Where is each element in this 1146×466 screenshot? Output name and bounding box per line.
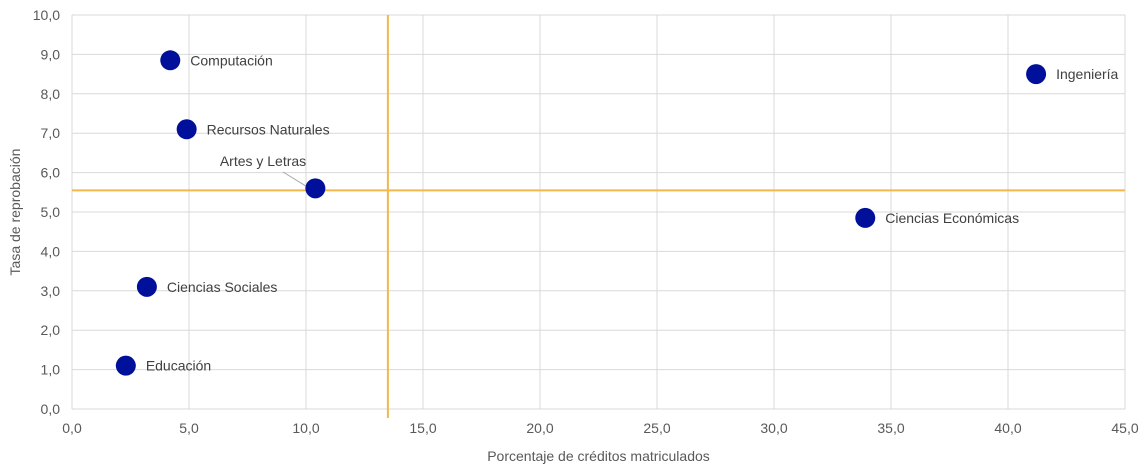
y-tick-label: 2,0 bbox=[41, 322, 61, 338]
data-point-label: Ciencias Sociales bbox=[167, 279, 278, 295]
data-point-marker bbox=[136, 276, 157, 297]
x-tick-label: 0,0 bbox=[62, 420, 82, 436]
x-axis-ticks: 0,0 5,0 10,0 15,0 20,0 25,0 30,0 35,0 40,0 45,0 bbox=[62, 420, 1139, 436]
data-point-group: Recursos Naturales bbox=[176, 119, 330, 140]
y-tick-label: 9,0 bbox=[41, 46, 61, 62]
data-points: Computación Ingeniería Recursos Naturales A… bbox=[115, 50, 1119, 376]
y-tick-label: 0,0 bbox=[41, 401, 61, 417]
data-point-group: Ciencias Sociales bbox=[136, 276, 278, 297]
y-tick-label: 8,0 bbox=[41, 86, 61, 102]
data-point-label: Ingeniería bbox=[1056, 66, 1118, 82]
y-axis-ticks: 0,0 1,0 2,0 3,0 4,0 5,0 6,0 7,0 8,0 9,0 10,0 bbox=[33, 7, 60, 417]
data-point-marker bbox=[305, 178, 326, 199]
data-point-label: Computación bbox=[190, 52, 273, 68]
x-tick-label: 35,0 bbox=[877, 420, 904, 436]
data-point-group: Computación bbox=[160, 50, 273, 71]
x-tick-label: 25,0 bbox=[643, 420, 670, 436]
y-tick-label: 4,0 bbox=[41, 243, 61, 259]
data-point-marker bbox=[160, 50, 181, 71]
leader-line bbox=[282, 171, 307, 187]
y-tick-label: 7,0 bbox=[41, 125, 61, 141]
x-tick-label: 5,0 bbox=[179, 420, 199, 436]
y-axis-title: Tasa de reprobación bbox=[7, 149, 23, 276]
x-tick-label: 30,0 bbox=[760, 420, 787, 436]
x-tick-label: 45,0 bbox=[1111, 420, 1138, 436]
data-point-marker bbox=[115, 355, 136, 376]
reference-lines bbox=[72, 15, 1125, 418]
y-tick-label: 6,0 bbox=[41, 165, 61, 181]
x-axis-title: Porcentaje de créditos matriculados bbox=[487, 448, 710, 464]
data-point-group: Artes y Letras bbox=[220, 153, 326, 199]
data-point-group: Educación bbox=[115, 355, 211, 376]
data-point-group: Ciencias Económicas bbox=[855, 207, 1019, 228]
x-tick-label: 40,0 bbox=[994, 420, 1021, 436]
data-point-label: Artes y Letras bbox=[220, 153, 306, 169]
data-point-label: Recursos Naturales bbox=[207, 121, 330, 137]
data-point-marker bbox=[1026, 64, 1047, 85]
data-point-group: Ingeniería bbox=[1026, 64, 1119, 85]
data-point-marker bbox=[855, 207, 876, 228]
x-tick-label: 10,0 bbox=[292, 420, 319, 436]
x-tick-label: 20,0 bbox=[526, 420, 553, 436]
y-tick-label: 3,0 bbox=[41, 283, 61, 299]
y-tick-label: 1,0 bbox=[41, 362, 61, 378]
data-point-label: Ciencias Económicas bbox=[885, 210, 1019, 226]
data-point-marker bbox=[176, 119, 197, 140]
data-point-label: Educación bbox=[146, 358, 211, 374]
y-tick-label: 10,0 bbox=[33, 7, 60, 23]
y-tick-label: 5,0 bbox=[41, 204, 61, 220]
x-tick-label: 15,0 bbox=[409, 420, 436, 436]
grid-lines bbox=[71, 14, 1126, 410]
